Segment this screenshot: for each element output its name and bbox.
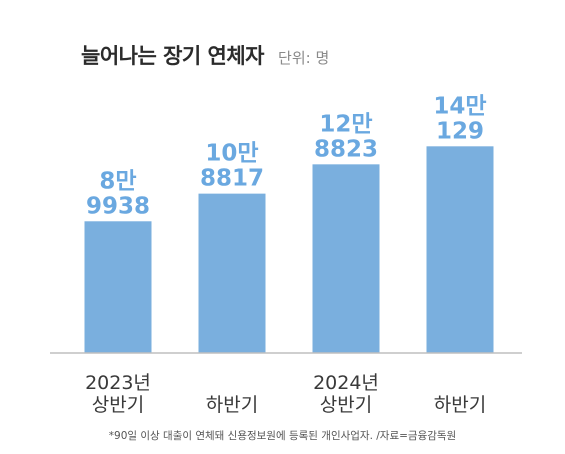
data-label-1-0: 10만 xyxy=(205,141,258,167)
data-label-2-0: 12만 xyxy=(319,111,372,137)
data-label-3-0: 14만 xyxy=(433,93,486,119)
source-note: *90일 이상 대출이 연체돼 신용정보원에 등록된 개인사업자. /자료=금융… xyxy=(108,430,457,442)
category-label-2-0: 2024년 xyxy=(313,372,379,394)
category-label-0-0: 2023년 xyxy=(85,372,151,394)
data-label-3-1: 129 xyxy=(436,118,484,144)
data-label-1-1: 8817 xyxy=(200,166,264,192)
bar-1 xyxy=(198,193,266,353)
data-label-2-1: 8823 xyxy=(314,136,378,162)
data-label-0-0: 8만 xyxy=(99,168,136,194)
data-label-0-1: 9938 xyxy=(86,193,150,219)
bar-0 xyxy=(84,221,152,353)
chart-header: 늘어나는 장기 연체자 단위: 명 xyxy=(81,40,329,70)
category-label-2-1: 상반기 xyxy=(320,394,372,416)
category-label-1-0: 하반기 xyxy=(206,394,258,416)
category-label-3-0: 하반기 xyxy=(434,394,486,416)
bar-3 xyxy=(426,146,494,353)
category-label-0-1: 상반기 xyxy=(92,394,144,416)
bar-2 xyxy=(312,164,380,353)
unit-label: 단위: 명 xyxy=(278,49,330,67)
chart-title: 늘어나는 장기 연체자 xyxy=(81,44,265,68)
